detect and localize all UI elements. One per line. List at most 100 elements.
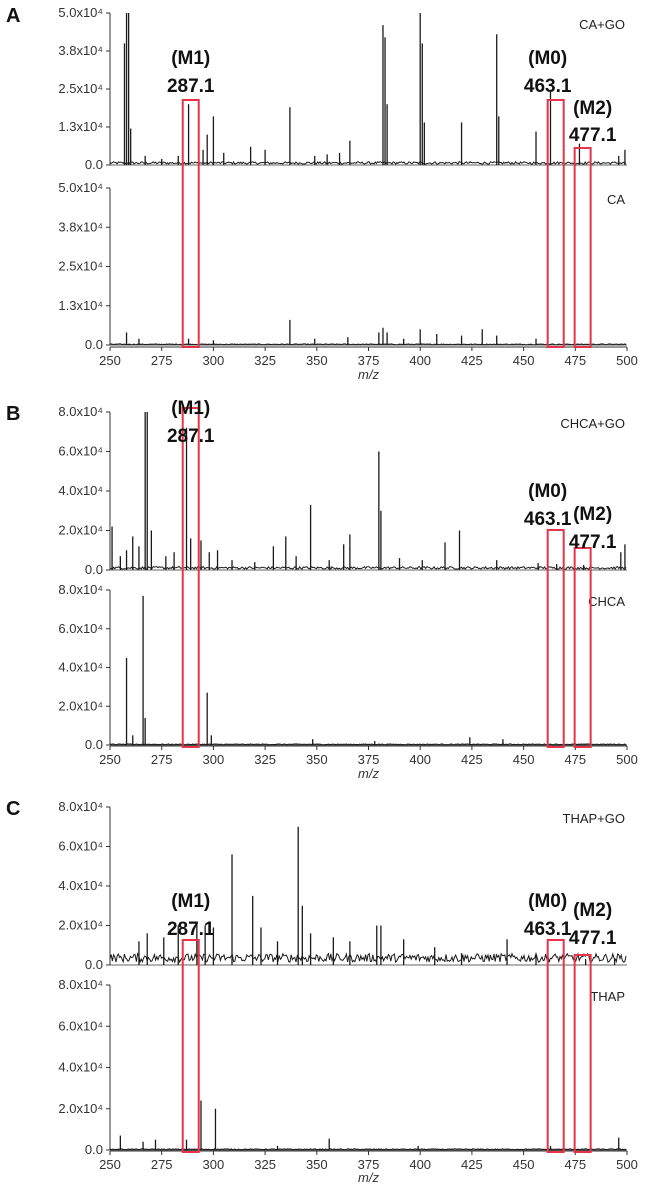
panel-a-x-tick-label: 300 [203,353,225,368]
panel-b-chca-name: CHCA [588,594,625,609]
panel-c-thap-go-y-tick-label: 8.0x10⁴ [58,799,103,814]
panel-a-m2-mz: 477.1 [569,125,617,146]
panel-b-x-axis-label: m/z [358,766,379,781]
panel-c-thap-name: THAP [590,989,625,1004]
panel-a-label: A [6,5,20,27]
panel-b-x-tick-label: 475 [564,752,586,767]
panel-b-x-tick-label: 275 [151,752,173,767]
panel-c-x-tick-label: 425 [461,1157,483,1172]
panel-a-x-tick-label: 325 [254,353,276,368]
panel-c-x-tick-label: 375 [358,1157,380,1172]
panel-a-m1-label: (M1) [171,48,210,69]
panel-b-x-tick-label: 400 [409,752,431,767]
panel-b-x-tick-label: 325 [254,752,276,767]
panel-b-x-tick-label: 500 [616,752,638,767]
panel-a-x-tick-label: 350 [306,353,328,368]
panel-c-m0-mz: 463.1 [524,919,572,940]
panel-b-x-tick-label: 350 [306,752,328,767]
panel-b-m1-highlight-box [181,407,200,748]
panel-a-ca-go-y-tick-label: 2.5x10⁴ [58,81,103,96]
panel-b-chca-y-tick-label: 8.0x10⁴ [58,582,103,597]
panel-c-thap-go-y-tick-label: 4.0x10⁴ [58,878,103,893]
panel-c-x-axis-label: m/z [358,1170,379,1185]
panel-c-x-tick-label: 500 [616,1157,638,1172]
panel-b-m1-label: (M1) [171,398,210,419]
panel-b-m2-mz: 477.1 [569,532,617,553]
panel-b-m2-highlight-box [573,547,592,748]
panel-b-chca-go-noise-trace [109,565,627,571]
panel-a-ca-go-noise-trace [109,160,627,165]
panel-b-chca-y-tick-label: 6.0x10⁴ [58,621,103,636]
panel-b-m0-highlight-box [546,529,565,748]
panel-c-m1-label: (M1) [171,891,210,912]
panel-c-thap-y-tick-label: 2.0x10⁴ [58,1101,103,1116]
panel-a-x-tick-label: 250 [99,353,121,368]
panel-c-thap-y-tick-label: 6.0x10⁴ [58,1018,103,1033]
panel-c-x-tick-label: 250 [99,1157,121,1172]
panel-a-m1-mz: 287.1 [167,76,215,97]
panel-c-x-tick-label: 450 [513,1157,535,1172]
panel-b-m1-mz: 287.1 [167,426,215,447]
panel-c-thap-go-noise-trace [109,951,627,965]
panel-c-x-tick-label: 300 [203,1157,225,1172]
panel-a-ca-go-y-tick-label: 5.0x10⁴ [58,5,103,20]
panel-b-label: B [6,403,20,425]
panel-a-m2-label: (M2) [573,98,612,119]
panel-c-x-tick-label: 350 [306,1157,328,1172]
panel-a-x-axis-label: m/z [358,367,379,382]
panel-a-ca-noise-trace [109,343,627,346]
panel-c-thap-go-y-tick-label: 0.0 [85,957,103,972]
panel-b-m0-mz: 463.1 [524,509,572,530]
panel-c-thap-y-tick-label: 0.0 [85,1142,103,1157]
panel-a-m2-highlight-box [573,147,592,348]
panel-b-x-tick-label: 300 [203,752,225,767]
panel-c-thap-go-y-tick-label: 6.0x10⁴ [58,839,103,854]
panel-b-m2-label: (M2) [573,504,612,525]
panel-a-ca-go-y-tick-label: 3.8x10⁴ [58,43,103,58]
panel-c-x-tick-label: 325 [254,1157,276,1172]
panel-a-m0-label: (M0) [528,48,567,69]
panel-b-chca-go-y-tick-label: 2.0x10⁴ [58,523,103,538]
panel-a-x-tick-label: 500 [616,353,638,368]
panel-c-thap-go-name: THAP+GO [563,811,626,826]
panel-a-x-tick-label: 400 [409,353,431,368]
panel-b-m0-label: (M0) [528,481,567,502]
panel-c-m2-mz: 477.1 [569,928,617,949]
panel-a-ca-name: CA [607,192,625,207]
panel-c-m0-label: (M0) [528,891,567,912]
panel-a-ca-y-tick-label: 5.0x10⁴ [58,180,103,195]
panel-a-x-tick-label: 275 [151,353,173,368]
panel-c-thap-go-y-tick-label: 2.0x10⁴ [58,918,103,933]
panel-b-x-tick-label: 250 [99,752,121,767]
panel-b-chca-go-y-tick-label: 8.0x10⁴ [58,404,103,419]
panel-c-m2-label: (M2) [573,900,612,921]
panel-c-x-tick-label: 475 [564,1157,586,1172]
panel-c-m1-mz: 287.1 [167,919,215,940]
panel-b-chca-go-y-tick-label: 4.0x10⁴ [58,483,103,498]
panel-c-thap-y-tick-label: 8.0x10⁴ [58,977,103,992]
panel-b-chca-go-y-tick-label: 0.0 [85,562,103,577]
panel-c-thap-y-tick-label: 4.0x10⁴ [58,1060,103,1075]
panel-a-x-tick-label: 425 [461,353,483,368]
panel-b-x-tick-label: 450 [513,752,535,767]
panel-c-m0-highlight-box [546,939,565,1153]
panel-b-chca-y-tick-label: 4.0x10⁴ [58,660,103,675]
panel-a-ca-y-tick-label: 1.3x10⁴ [58,298,103,313]
panel-a-m0-highlight-box [546,99,565,348]
panel-b-x-tick-label: 375 [358,752,380,767]
panel-b-chca-y-tick-label: 2.0x10⁴ [58,698,103,713]
panel-a-ca-go-y-tick-label: 0.0 [85,157,103,172]
panel-a-ca-go-name: CA+GO [579,17,625,32]
panel-a-ca-y-tick-label: 2.5x10⁴ [58,259,103,274]
panel-a-ca-y-tick-label: 0.0 [85,337,103,352]
panel-c-m2-highlight-box [573,954,592,1153]
panel-b-x-tick-label: 425 [461,752,483,767]
panel-c-x-tick-label: 275 [151,1157,173,1172]
panel-a-m1-highlight-box [181,99,200,348]
panel-c-thap-noise-trace [109,1148,627,1151]
panel-b-chca-y-tick-label: 0.0 [85,737,103,752]
panel-b-chca-noise-trace [109,743,627,746]
panel-c-x-tick-label: 400 [409,1157,431,1172]
